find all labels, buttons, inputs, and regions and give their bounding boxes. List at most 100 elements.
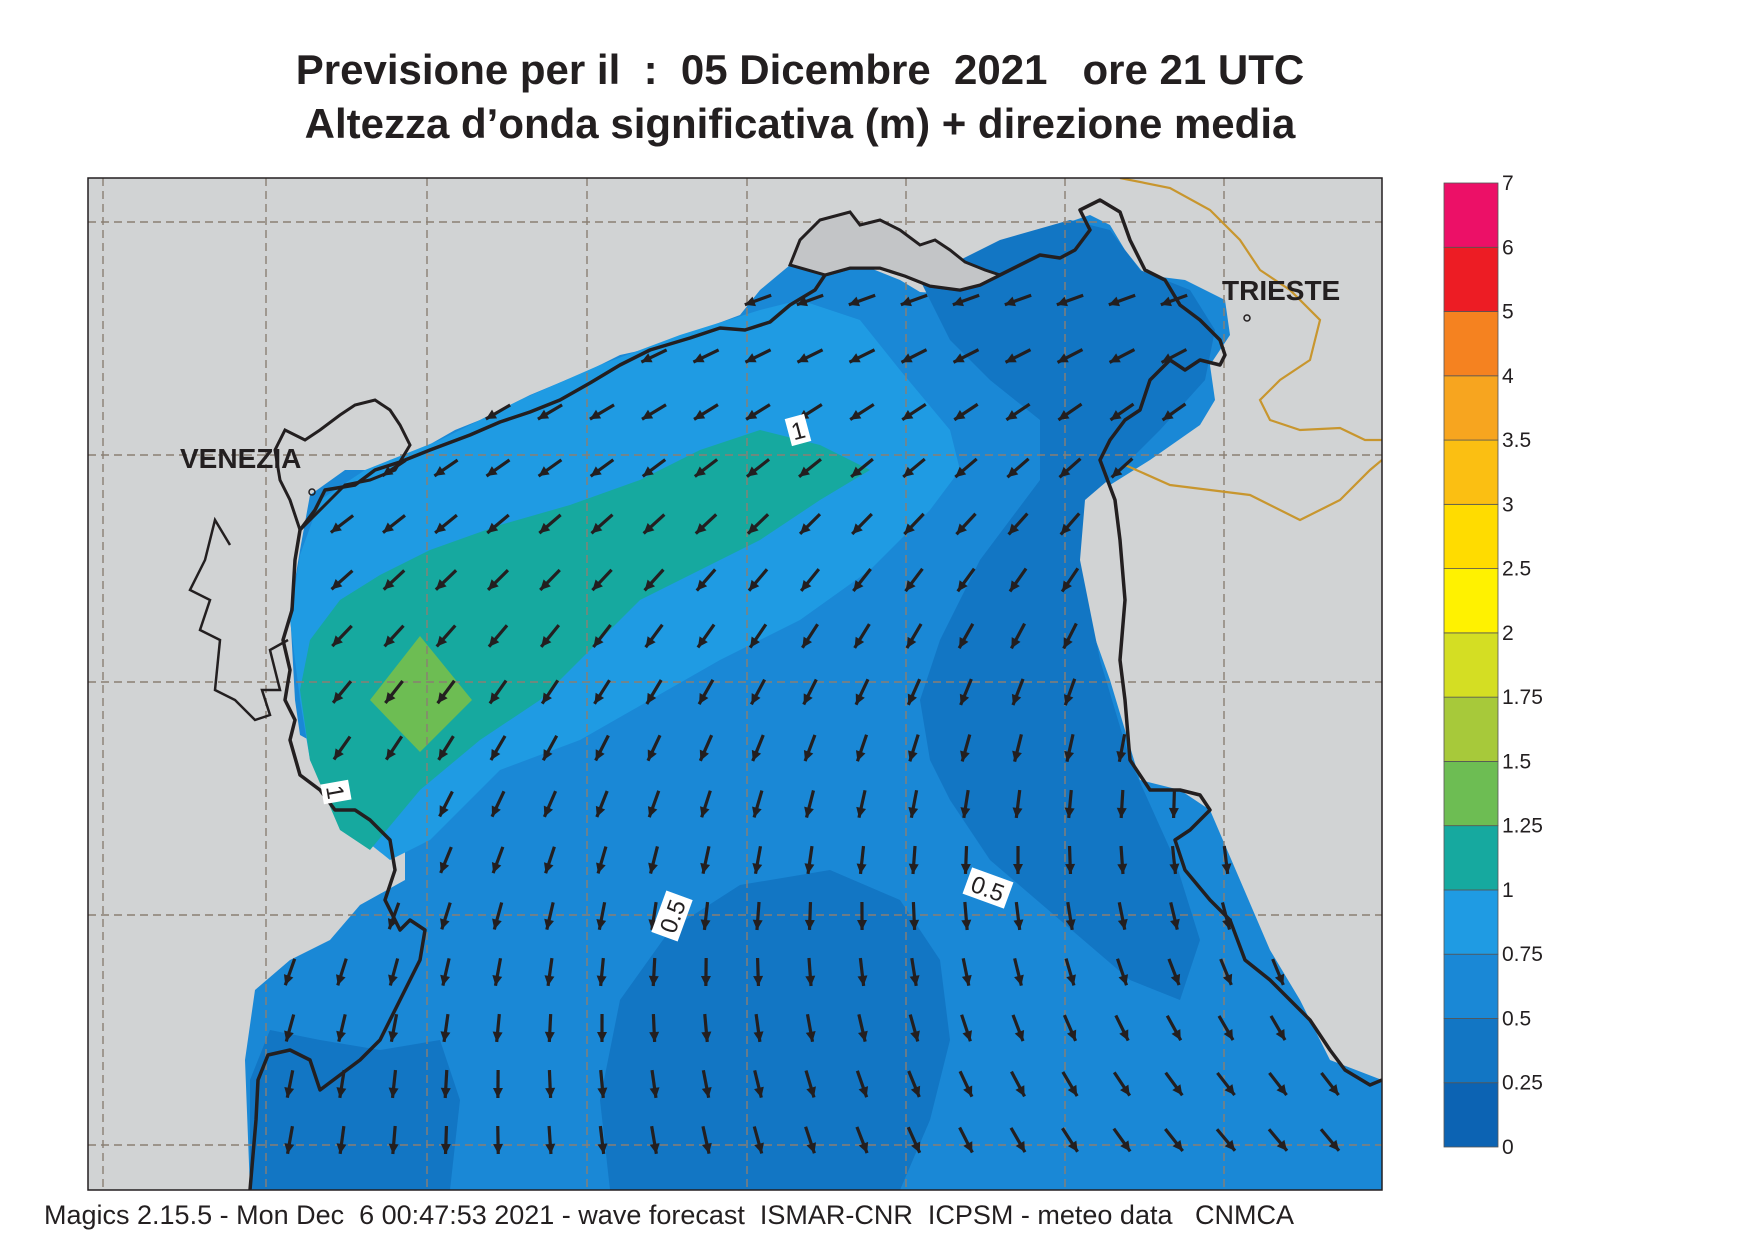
direction-arrow bbox=[695, 568, 717, 592]
direction-arrow bbox=[954, 457, 978, 479]
direction-arrow bbox=[541, 734, 559, 762]
direction-arrow bbox=[545, 1069, 556, 1099]
direction-arrow bbox=[805, 1013, 816, 1043]
direction-arrow bbox=[388, 958, 400, 986]
direction-arrow bbox=[383, 624, 405, 648]
direction-arrow bbox=[434, 569, 458, 591]
band-0.25-0.5-sw bbox=[250, 1030, 460, 1190]
direction-arrow bbox=[908, 789, 919, 819]
direction-arrow bbox=[753, 1070, 764, 1098]
direction-arrow bbox=[693, 403, 719, 421]
colorbar-tick-label: 6 bbox=[1502, 236, 1514, 259]
direction-arrow bbox=[1008, 567, 1028, 593]
direction-arrow bbox=[960, 789, 971, 819]
colorbar-swatch bbox=[1443, 825, 1499, 891]
direction-arrow bbox=[1217, 1015, 1235, 1041]
colorbar-tick-label: 3 bbox=[1502, 493, 1514, 516]
direction-arrow bbox=[1062, 622, 1078, 650]
direction-arrow bbox=[701, 1125, 712, 1155]
direction-arrow bbox=[439, 846, 453, 874]
city-marker-venezia bbox=[308, 488, 316, 496]
direction-arrow bbox=[961, 901, 972, 931]
direction-arrow bbox=[907, 1070, 921, 1098]
direction-arrow bbox=[857, 901, 868, 931]
direction-arrow bbox=[701, 1069, 712, 1099]
colorbar-swatch bbox=[1443, 632, 1499, 698]
map-frame-content: 1 1 0.5 0.5 VENEZIA TRIESTE bbox=[88, 178, 1382, 1190]
direction-arrow bbox=[382, 514, 406, 534]
direction-arrow bbox=[960, 845, 971, 875]
direction-arrow bbox=[1216, 1071, 1236, 1097]
direction-arrow bbox=[700, 901, 711, 931]
direction-arrow bbox=[1065, 901, 1076, 931]
direction-arrow bbox=[856, 845, 867, 875]
direction-arrow bbox=[857, 1013, 868, 1043]
direction-arrow bbox=[1320, 1071, 1340, 1097]
direction-arrow bbox=[1063, 678, 1077, 706]
direction-arrow bbox=[1012, 789, 1023, 819]
direction-arrow bbox=[1109, 402, 1135, 422]
direction-arrow bbox=[752, 1126, 764, 1154]
direction-arrow bbox=[640, 348, 668, 364]
direction-arrow bbox=[748, 623, 768, 649]
direction-arrow bbox=[796, 293, 824, 307]
direction-arrow bbox=[490, 790, 506, 818]
direction-arrow bbox=[542, 790, 558, 818]
direction-arrow bbox=[909, 957, 920, 987]
direction-arrow bbox=[900, 293, 928, 307]
direction-arrow bbox=[798, 513, 822, 535]
direction-arrow bbox=[958, 1070, 974, 1098]
direction-arrow bbox=[440, 1013, 451, 1043]
direction-arrow bbox=[1161, 402, 1187, 422]
direction-arrow bbox=[493, 1125, 504, 1155]
direction-arrow bbox=[329, 514, 355, 534]
direction-arrow bbox=[597, 1125, 608, 1155]
direction-arrow bbox=[1112, 1127, 1132, 1153]
colorbar-swatch bbox=[1443, 503, 1499, 570]
direction-arrow bbox=[804, 1126, 817, 1154]
direction-arrow bbox=[798, 458, 822, 478]
direction-arrow bbox=[434, 513, 458, 535]
direction-arrow bbox=[489, 735, 507, 761]
colorbar-tick-label: 0 bbox=[1502, 1136, 1514, 1159]
direction-arrow bbox=[540, 679, 560, 705]
direction-arrow bbox=[492, 902, 504, 930]
direction-arrow bbox=[960, 734, 972, 762]
direction-arrow bbox=[336, 1014, 347, 1042]
colorbar: 0 0.25 0.5 0.75 1 1.25 1.5 1.75 2 2.5 3 3.5 4 5 6 7 bbox=[1443, 172, 1543, 1159]
direction-arrow bbox=[644, 623, 664, 649]
direction-arrow bbox=[802, 678, 818, 706]
direction-arrow bbox=[537, 458, 563, 478]
direction-arrow bbox=[856, 789, 867, 819]
forecast-subtitle: Altezza d’onda significativa (m) + direz… bbox=[304, 100, 1296, 147]
direction-arrow bbox=[388, 1013, 399, 1043]
direction-arrow bbox=[701, 1013, 712, 1043]
direction-arrow bbox=[1060, 567, 1080, 593]
direction-arrow bbox=[596, 901, 607, 931]
direction-arrow bbox=[851, 512, 873, 536]
direction-arrow bbox=[1057, 402, 1083, 422]
gulf-north-shore bbox=[787, 210, 1004, 292]
direction-arrow bbox=[902, 457, 926, 479]
band-0.25-0.5-north bbox=[920, 220, 1215, 1000]
direction-arrow bbox=[1221, 845, 1232, 875]
venice-islands bbox=[188, 516, 289, 722]
direction-arrow bbox=[1267, 1128, 1289, 1152]
direction-arrow bbox=[491, 846, 505, 874]
direction-arrow bbox=[595, 790, 609, 818]
direction-arrow bbox=[436, 679, 456, 705]
direction-arrow bbox=[1009, 1127, 1027, 1153]
direction-arrow bbox=[903, 512, 925, 536]
direction-arrow bbox=[1004, 348, 1032, 364]
direction-arrow bbox=[901, 402, 927, 422]
colorbar-tick-label: 1.25 bbox=[1502, 815, 1543, 838]
colorbar-swatch bbox=[1443, 1018, 1499, 1084]
direction-arrow bbox=[848, 348, 876, 364]
direction-arrow bbox=[543, 846, 556, 874]
colorbar-tick-label: 1.5 bbox=[1502, 750, 1531, 773]
direction-arrow bbox=[440, 1069, 451, 1099]
direction-arrow bbox=[539, 568, 561, 592]
direction-arrow bbox=[1012, 734, 1023, 762]
colorbar-swatch bbox=[1443, 696, 1499, 762]
